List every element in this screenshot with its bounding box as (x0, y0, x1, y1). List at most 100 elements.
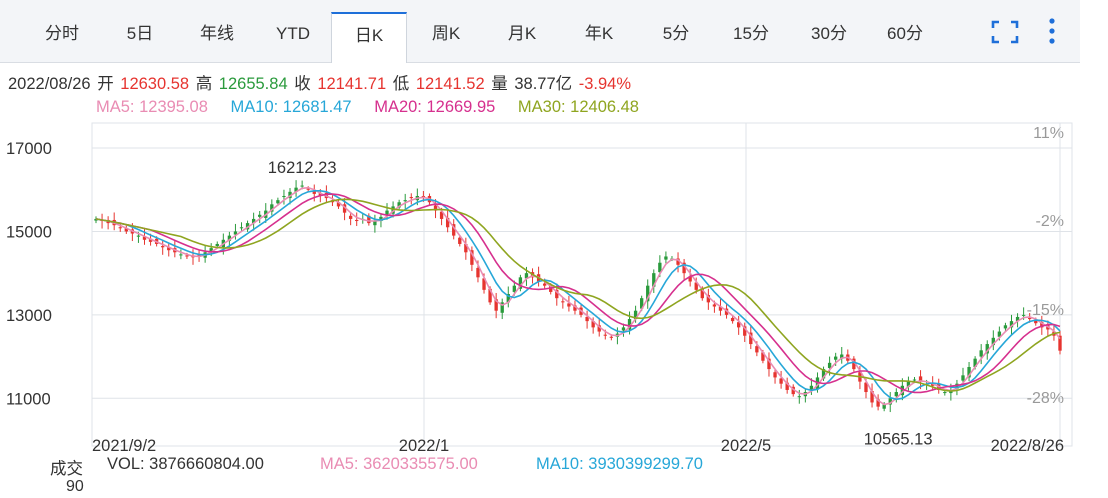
candle-body (633, 310, 638, 320)
high-label: 高 (195, 75, 213, 93)
candle-body (803, 392, 808, 397)
candle-body (627, 319, 632, 330)
candle-body (124, 228, 128, 232)
candle-body (251, 218, 256, 224)
ma10-legend: MA10: 12681.47 (230, 98, 352, 116)
candle-body (112, 219, 116, 226)
volume-axis-top-label: 90 (66, 478, 84, 495)
candle-body (658, 262, 662, 273)
tab-fenshi[interactable]: 分时 (45, 24, 79, 43)
change-percent: -3.94% (578, 75, 632, 93)
candle-body (488, 288, 492, 303)
tab-year-line[interactable]: 年线 (200, 24, 234, 43)
tab-daily-k[interactable]: 日K (331, 12, 407, 63)
candle-body (639, 298, 644, 309)
candle-body (239, 227, 244, 229)
tab-60min[interactable]: 60分 (887, 24, 923, 43)
candle-body (203, 252, 207, 258)
candle-body (834, 356, 838, 360)
quote-date: 2022/08/26 (8, 75, 91, 93)
candle-body (506, 294, 510, 303)
candle-body (609, 336, 614, 338)
candle-body (294, 187, 298, 192)
candle-body (852, 358, 856, 370)
candle-body (997, 331, 1002, 337)
candle-body (542, 283, 547, 286)
candle-body (264, 210, 268, 218)
plot-frame (91, 122, 1073, 447)
candle-body (209, 248, 213, 253)
candle-body (439, 211, 444, 219)
ma10-line (95, 190, 1061, 401)
tab-yearly-k[interactable]: 年K (584, 24, 614, 43)
tab-weekly-k[interactable]: 周K (431, 24, 461, 43)
tab-monthly-k[interactable]: 月K (507, 24, 537, 43)
candle-body (215, 243, 219, 247)
high-annotation: 16212.23 (268, 159, 337, 177)
candle-body (221, 239, 225, 248)
tab-5min[interactable]: 5分 (662, 24, 690, 43)
volume-value-text: VOL: 3876660804.00 (107, 455, 264, 473)
candle-body (694, 282, 698, 290)
candle-body (894, 392, 898, 397)
ma30-legend: MA30: 12406.48 (517, 98, 639, 116)
candle-body (300, 185, 304, 187)
candle-body (591, 321, 595, 328)
tab-15min[interactable]: 15分 (733, 24, 769, 43)
pct-tick-label: -15% (1027, 302, 1064, 319)
candle-body (603, 334, 607, 336)
y-tick-label: 17000 (6, 140, 52, 158)
candle-body (530, 272, 535, 278)
candle-body (743, 326, 747, 336)
candle-body (258, 214, 262, 217)
candle-body (736, 322, 741, 328)
more-vertical-icon[interactable] (1038, 14, 1068, 50)
pct-tick-label: -2% (1036, 213, 1064, 230)
candle-body (676, 258, 680, 265)
candle-body (500, 302, 504, 313)
candle-body (227, 235, 232, 241)
x-tick-label: 2022/8/26 (991, 437, 1064, 455)
tab-30min[interactable]: 30分 (811, 24, 847, 43)
candle-body (815, 377, 820, 389)
candle-body (1034, 320, 1038, 324)
pct-tick-label: -28% (1027, 390, 1064, 407)
candle-body (785, 382, 789, 390)
volume-ma10: MA10: 3930399299.70 (536, 455, 703, 473)
fullscreen-icon[interactable] (990, 14, 1020, 50)
candle-body (1003, 325, 1008, 329)
candle-body (130, 229, 135, 234)
candle-body (773, 372, 777, 378)
candle-body (652, 273, 656, 287)
candle-body (276, 200, 280, 204)
candle-body (270, 204, 274, 212)
candle-body (536, 274, 541, 282)
candle-body (779, 378, 783, 384)
close-label: 收 (294, 75, 311, 93)
candle-body (324, 192, 329, 199)
volume-value: 38.77亿 (514, 75, 573, 93)
candle-body (882, 404, 886, 409)
candle-body (433, 205, 438, 211)
candle-body (979, 350, 983, 357)
candle-body (161, 246, 165, 248)
candle-body (355, 219, 359, 222)
candle-body (245, 223, 250, 230)
candle-body (567, 303, 571, 307)
candle-body (282, 195, 286, 198)
candle-body (94, 218, 98, 221)
candle-body (518, 277, 523, 289)
candle-body (427, 195, 432, 203)
candle-body (197, 254, 201, 256)
candle-body (931, 383, 935, 386)
candle-body (888, 398, 892, 405)
candle-body (142, 236, 147, 240)
tab-5day[interactable]: 5日 (126, 24, 154, 43)
tab-ytd[interactable]: YTD (276, 24, 310, 43)
candle-body (973, 358, 977, 368)
candle-body (670, 258, 674, 260)
candle-body (561, 301, 565, 303)
candle-body (712, 304, 717, 307)
candle-body (991, 337, 995, 346)
candle-body (1009, 321, 1014, 328)
